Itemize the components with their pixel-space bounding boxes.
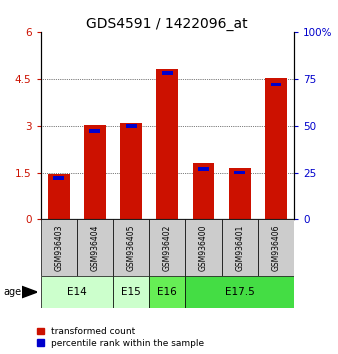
Text: GSM936403: GSM936403 (54, 224, 63, 271)
Bar (156, 69, 178, 219)
Text: E14: E14 (67, 287, 87, 297)
Bar (126, 124, 137, 127)
Bar (113, 219, 149, 276)
Polygon shape (22, 286, 37, 298)
Text: E15: E15 (121, 287, 141, 297)
Bar (229, 168, 250, 219)
Bar (113, 276, 149, 308)
Bar (270, 82, 281, 86)
Bar (186, 276, 294, 308)
Text: GSM936405: GSM936405 (127, 224, 136, 271)
Bar (265, 78, 287, 219)
Text: GSM936401: GSM936401 (235, 224, 244, 271)
Text: GSM936400: GSM936400 (199, 224, 208, 271)
Text: GSM936406: GSM936406 (271, 224, 281, 271)
Text: E16: E16 (158, 287, 177, 297)
Bar (234, 171, 245, 175)
Bar (77, 219, 113, 276)
Legend: transformed count, percentile rank within the sample: transformed count, percentile rank withi… (35, 325, 206, 349)
Bar (149, 276, 186, 308)
Bar (120, 123, 142, 219)
Bar (186, 219, 222, 276)
Bar (193, 162, 214, 219)
Bar (162, 71, 173, 75)
Bar (90, 130, 100, 133)
Bar (222, 219, 258, 276)
Bar (53, 176, 64, 180)
Text: age: age (3, 287, 22, 297)
Bar (48, 174, 70, 219)
Title: GDS4591 / 1422096_at: GDS4591 / 1422096_at (87, 17, 248, 31)
Bar (84, 125, 106, 219)
Text: GSM936402: GSM936402 (163, 224, 172, 271)
Bar (198, 167, 209, 171)
Text: GSM936404: GSM936404 (90, 224, 99, 271)
Bar (41, 219, 77, 276)
Bar (258, 219, 294, 276)
Bar (41, 276, 113, 308)
Text: E17.5: E17.5 (225, 287, 255, 297)
Bar (149, 219, 186, 276)
